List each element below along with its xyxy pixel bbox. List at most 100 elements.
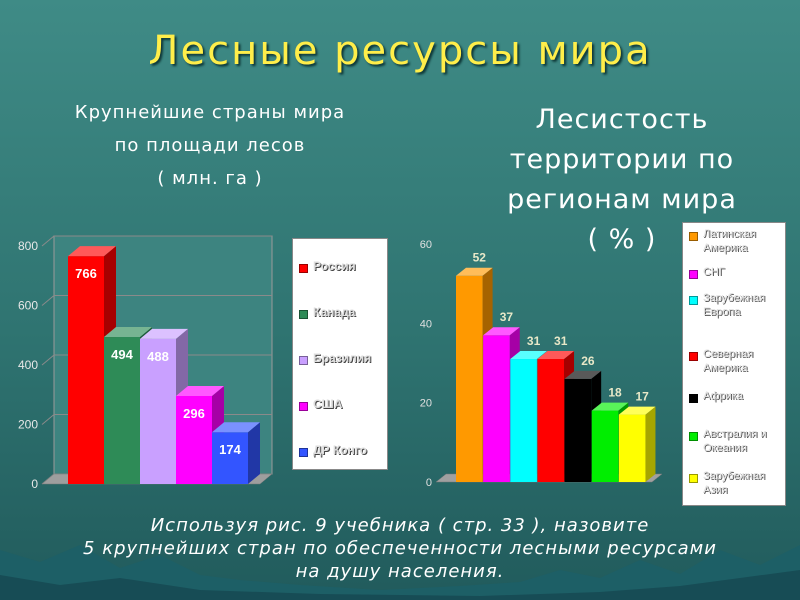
bar-top	[140, 328, 188, 339]
y-tick-label: 0	[31, 477, 38, 491]
data-label: 18	[608, 386, 622, 400]
legend-item: Африка	[689, 389, 785, 403]
bar-top	[176, 385, 224, 396]
legend-swatch	[689, 352, 698, 361]
y-tick-label: 40	[420, 318, 432, 330]
legend-swatch	[299, 310, 308, 319]
data-label: 17	[635, 390, 649, 404]
legend-label: Россия	[313, 259, 356, 273]
data-label: 26	[581, 354, 595, 368]
bar-top	[537, 351, 575, 360]
legend-label: Канада	[313, 305, 356, 319]
right-chart-subtitle: Лесистость территории по регионам мира (…	[462, 100, 782, 260]
gridline	[41, 235, 55, 247]
bar	[591, 410, 619, 482]
legend-label: Австралия и Океания	[703, 428, 767, 454]
forest-area-legend: Россия Канада Бразилия США ДР Конго	[292, 238, 388, 470]
bar	[456, 275, 483, 482]
bar-top	[104, 327, 152, 338]
data-label: 766	[75, 266, 97, 281]
bar	[564, 378, 592, 482]
legend-swatch	[689, 394, 698, 403]
bar	[68, 256, 104, 484]
right-subtitle-line: регионам мира	[507, 184, 737, 215]
bar-top	[456, 267, 493, 276]
legend-label: Зарубежная Европа	[703, 292, 766, 318]
gridline	[41, 414, 55, 425]
question-line: на душу населения.	[295, 561, 505, 582]
legend-item: Зарубежная Азия	[689, 469, 785, 497]
left-subtitle-line: по площади лесов	[114, 135, 306, 156]
legend-label: США	[313, 397, 343, 411]
y-tick-label: 400	[18, 358, 38, 372]
legend-swatch	[689, 474, 698, 483]
legend-label: СНГ	[703, 266, 725, 278]
legend-item: Зарубежная Европа	[689, 291, 785, 319]
legend-swatch	[299, 402, 308, 411]
bar	[483, 335, 510, 482]
bar-side	[645, 406, 656, 482]
bar	[104, 337, 140, 484]
bar-top	[483, 327, 520, 336]
bar	[510, 359, 537, 482]
mountain-background	[0, 545, 800, 600]
gridline	[41, 295, 55, 306]
legend-item: СНГ	[689, 265, 785, 279]
y-tick-label: 0	[426, 477, 432, 489]
legend-item: США	[299, 397, 342, 412]
bar-top	[212, 422, 260, 433]
task-question: Используя рис. 9 учебника ( стр. 33 ), н…	[0, 514, 800, 583]
legend-swatch	[689, 270, 698, 279]
right-subtitle-line: Лесистость	[535, 104, 709, 135]
bar-top	[510, 351, 547, 360]
legend-item: Северная Америка	[689, 347, 785, 375]
legend-item: Австралия и Океания	[689, 427, 785, 455]
bar-top	[68, 246, 116, 257]
legend-swatch	[299, 356, 308, 365]
legend-item: Латинская Америка	[689, 227, 785, 255]
legend-item: Россия	[299, 259, 356, 274]
forest-cover-legend: Латинская Америка СНГ Зарубежная Европа Сев…	[682, 222, 786, 506]
legend-label: Латинская Америка	[703, 228, 756, 254]
data-label: 37	[500, 310, 514, 324]
data-label: 174	[219, 442, 241, 457]
y-tick-label: 600	[18, 299, 38, 313]
right-subtitle-line: территории по	[509, 144, 735, 175]
legend-swatch	[689, 232, 698, 241]
forest-area-chart: 0 200 400 600 800 766 494 488 296 174	[18, 235, 273, 491]
data-label: 296	[183, 406, 205, 421]
right-subtitle-line: ( % )	[587, 224, 657, 255]
bar-side	[248, 422, 260, 484]
legend-item: ДР Конго	[299, 443, 367, 458]
bar-top	[618, 406, 656, 415]
bar	[212, 432, 248, 484]
legend-label: ДР Конго	[313, 443, 367, 457]
y-tick-label: 200	[18, 418, 38, 432]
bar	[618, 414, 646, 482]
data-label: 52	[473, 251, 487, 265]
legend-label: Бразилия	[313, 351, 372, 365]
left-subtitle-line: Крупнейшие страны мира	[74, 102, 346, 123]
legend-swatch	[689, 432, 698, 441]
legend-label: Северная Америка	[703, 348, 754, 374]
y-tick-label: 20	[420, 398, 432, 410]
question-line: Используя рис. 9 учебника ( стр. 33 ), н…	[150, 515, 650, 536]
legend-swatch	[299, 448, 308, 457]
bar-top	[564, 370, 602, 379]
data-label: 31	[527, 334, 541, 348]
bar	[537, 359, 565, 482]
left-chart-subtitle: Крупнейшие страны мира по площади лесов …	[10, 96, 410, 195]
left-subtitle-line: ( млн. га )	[157, 168, 263, 189]
legend-label: Зарубежная Азия	[703, 470, 766, 496]
bar	[176, 395, 212, 484]
page-title: Лесные ресурсы мира	[148, 28, 652, 74]
data-label: 488	[147, 349, 169, 364]
gridline	[41, 354, 55, 366]
y-tick-label: 800	[18, 239, 38, 253]
legend-swatch	[299, 264, 308, 273]
data-label: 31	[554, 334, 568, 348]
question-line: 5 крупнейших стран по обеспеченности лес…	[83, 538, 717, 559]
bar	[140, 338, 176, 484]
forest-cover-chart: 0 20 40 60 52 37 31 31 26 18 17	[420, 239, 663, 489]
